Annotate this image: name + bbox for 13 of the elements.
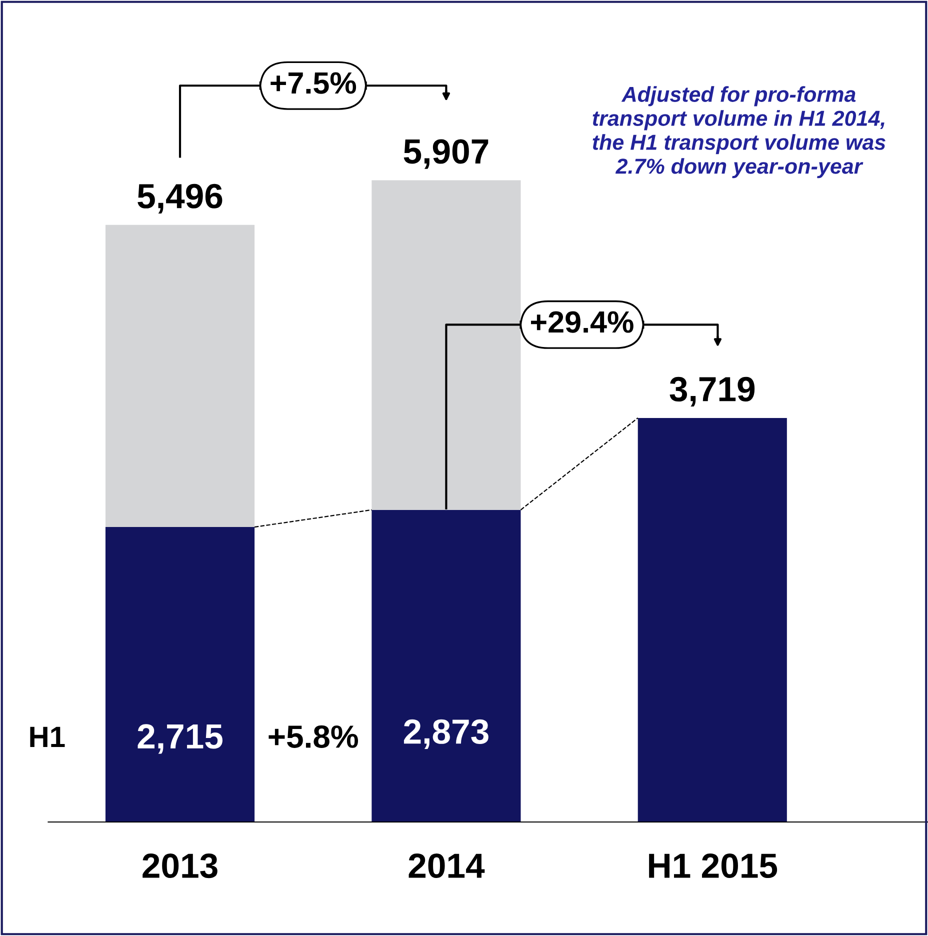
series-label: H1 xyxy=(30,726,65,747)
data-label: 2,715 xyxy=(138,724,222,754)
annotation: +5.8% xyxy=(268,725,358,748)
annotation: +29.4% xyxy=(531,311,634,333)
text: Adjusted for pro-forma transport volume in H1 2014, the H1 transport volume was 2.7% down year-on-year xyxy=(592,86,886,178)
x-tick-label: 2013 xyxy=(142,853,218,878)
x-tick-label: H1 2015 xyxy=(649,853,778,878)
total-label: 5,907 xyxy=(404,139,488,169)
data-label: 2,873 xyxy=(404,719,488,749)
x-tick-label: 2014 xyxy=(408,853,485,878)
text: +7.5% xyxy=(270,72,356,94)
total-label: 5,496 xyxy=(138,184,222,214)
total-label: 3,719 xyxy=(670,376,755,407)
